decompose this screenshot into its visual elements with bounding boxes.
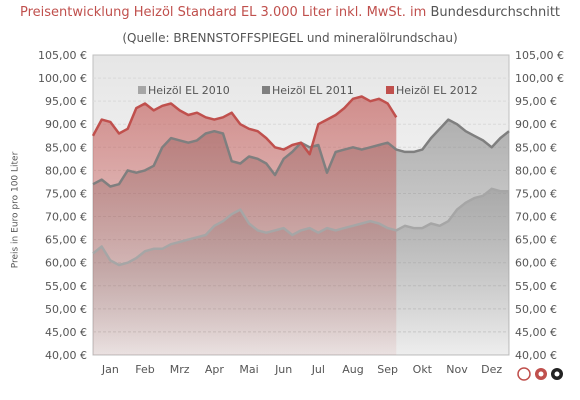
series-areas: [93, 96, 509, 355]
chart-title-main: Preisentwicklung Heizöl Standard EL 3.00…: [19, 5, 427, 20]
series-line: [92, 187, 509, 267]
y-tick-label-right: 40,00 €: [515, 349, 557, 362]
y-tick-label-left: 95,00 €: [45, 95, 87, 108]
x-tick-label: Feb: [135, 363, 154, 376]
series-lines: [91, 95, 510, 267]
y-tick-label-right: 90,00 €: [515, 118, 557, 131]
x-tick-label: Jun: [274, 363, 292, 376]
y-tick-label-right: 100,00 €: [515, 72, 564, 85]
y-tick-label-right: 80,00 €: [515, 164, 557, 177]
ceo-logo: [517, 367, 563, 381]
chart-title-region: Bundesdurchschnitt: [430, 5, 561, 20]
y-tick-label-right: 50,00 €: [515, 303, 557, 316]
x-axis: Jan Feb Mrz Apr Mai Jun Jul Aug Sep Okt Nov Dez: [101, 363, 503, 376]
y-tick-label-right: 95,00 €: [515, 95, 557, 108]
y-tick-label-right: 60,00 €: [515, 257, 557, 270]
y-tick-label-left: 85,00 €: [45, 141, 87, 154]
x-tick-label: Dez: [481, 363, 502, 376]
y-tick-label-left: 70,00 €: [45, 211, 87, 224]
y-tick-label-left: 45,00 €: [45, 326, 87, 339]
series-line: [91, 95, 398, 156]
y-tick-label-left: 65,00 €: [45, 234, 87, 247]
x-tick-label: Jan: [101, 363, 119, 376]
y-tick-label-right: 70,00 €: [515, 211, 557, 224]
y-tick-label-right: 105,00 €: [515, 49, 564, 62]
y-axis-left: 40,00 € 45,00 € 50,00 € 55,00 € 60,00 € 65,00…: [38, 49, 87, 362]
legend-swatch: [262, 86, 270, 94]
y-tick-label-left: 105,00 €: [38, 49, 87, 62]
series-area: [93, 96, 397, 355]
x-tick-label: Okt: [413, 363, 433, 376]
x-tick-label: Aug: [342, 363, 363, 376]
y-tick-label-right: 85,00 €: [515, 141, 557, 154]
y-tick-label-left: 90,00 €: [45, 118, 87, 131]
y-tick-label-left: 75,00 €: [45, 187, 87, 200]
x-tick-label: Mrz: [170, 363, 190, 376]
y-axis-right: 40,00 € 45,00 € 50,00 € 55,00 € 60,00 € 65,00…: [515, 49, 564, 362]
chart-subtitle: (Quelle: BRENNSTOFFSPIEGEL und mineralöl…: [122, 31, 458, 45]
x-tick-label: Sep: [377, 363, 398, 376]
legend-label: Heizöl EL 2012: [396, 84, 478, 97]
y-tick-label-right: 75,00 €: [515, 187, 557, 200]
x-tick-label: Apr: [205, 363, 225, 376]
x-tick-label: Jul: [311, 363, 325, 376]
x-tick-label: Nov: [446, 363, 468, 376]
y-tick-label-left: 100,00 €: [38, 72, 87, 85]
y-tick-label-left: 60,00 €: [45, 257, 87, 270]
y-tick-label-left: 55,00 €: [45, 280, 87, 293]
legend-label: Heizöl EL 2011: [272, 84, 354, 97]
y-tick-label-left: 80,00 €: [45, 164, 87, 177]
legend-swatch: [386, 86, 394, 94]
y-tick-label-left: 50,00 €: [45, 303, 87, 316]
y-tick-label-right: 45,00 €: [515, 326, 557, 339]
x-tick-label: Mai: [239, 363, 258, 376]
legend-label: Heizöl EL 2010: [148, 84, 230, 97]
y-tick-label-right: 65,00 €: [515, 234, 557, 247]
legend: Heizöl EL 2010 Heizöl EL 2011 Heizöl EL 20…: [138, 84, 478, 97]
chart-title: Preisentwicklung Heizöl Standard EL 3.00…: [0, 5, 580, 20]
y-tick-label-right: 55,00 €: [515, 280, 557, 293]
y-tick-label-left: 40,00 €: [45, 349, 87, 362]
legend-swatch: [138, 86, 146, 94]
